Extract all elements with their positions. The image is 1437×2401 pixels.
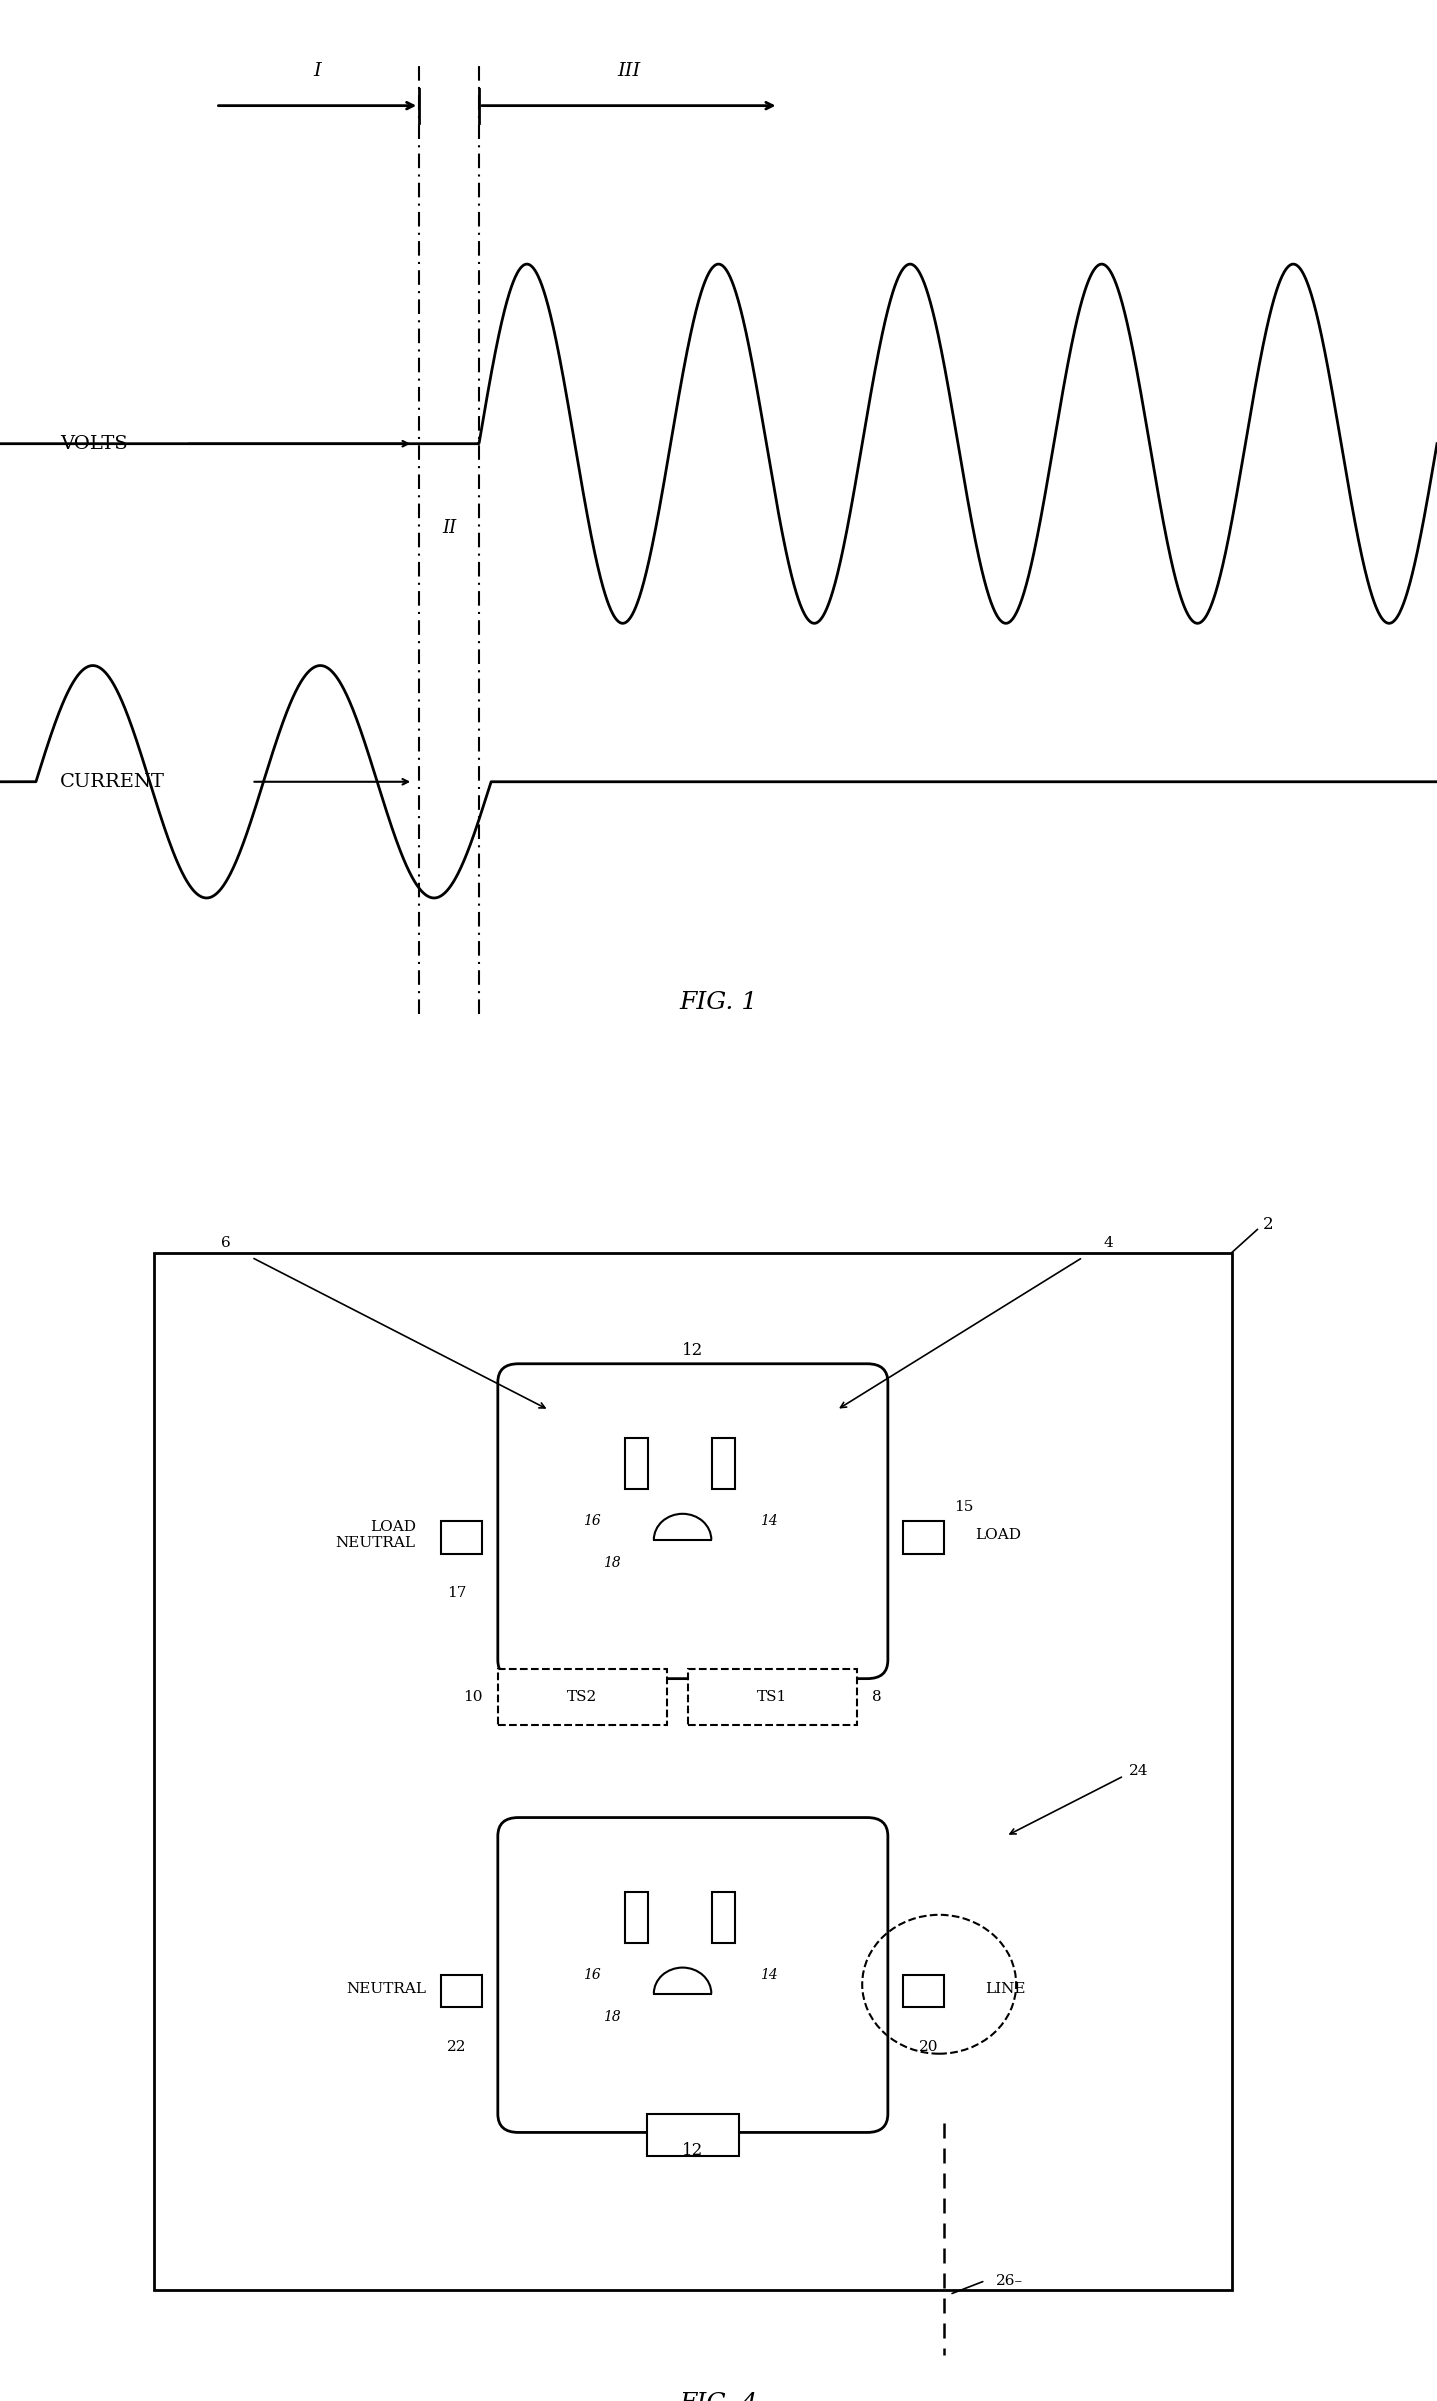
Text: 26–: 26– (996, 2274, 1023, 2288)
Text: III: III (616, 62, 641, 79)
Text: FIG. 1: FIG. 1 (680, 992, 757, 1013)
Text: 14: 14 (760, 1515, 777, 1527)
Text: 10: 10 (463, 1690, 483, 1705)
Bar (497, 1669, 667, 1724)
Text: CURRENT: CURRENT (60, 773, 165, 790)
Bar (904, 1522, 944, 1553)
Text: LOAD: LOAD (976, 1527, 1022, 1541)
Text: 18: 18 (604, 1556, 621, 1570)
Text: LINE: LINE (986, 1981, 1026, 1995)
Bar (625, 1438, 648, 1489)
Bar (713, 1892, 734, 1942)
Text: FIG. 4: FIG. 4 (680, 2391, 757, 2401)
Text: II: II (443, 519, 456, 538)
FancyBboxPatch shape (497, 1818, 888, 2132)
Text: TS1: TS1 (757, 1690, 787, 1705)
Text: TS2: TS2 (568, 1690, 598, 1705)
Text: 8: 8 (872, 1690, 882, 1705)
Text: 16: 16 (583, 1969, 601, 1981)
Text: 16: 16 (583, 1515, 601, 1527)
Bar (625, 1892, 648, 1942)
Text: I: I (313, 62, 322, 79)
Bar (647, 2113, 739, 2156)
Text: 20: 20 (920, 2041, 938, 2053)
Text: 17: 17 (447, 1587, 467, 1599)
Text: 6: 6 (221, 1237, 231, 1251)
Text: 15: 15 (954, 1501, 974, 1515)
Text: 12: 12 (683, 2142, 704, 2158)
Text: VOLTS: VOLTS (60, 435, 128, 454)
Bar (441, 1522, 483, 1553)
Text: 4: 4 (1104, 1237, 1114, 1251)
Bar (713, 1438, 734, 1489)
Text: 24: 24 (1129, 1765, 1148, 1779)
Text: LOAD
NEUTRAL: LOAD NEUTRAL (336, 1520, 415, 1551)
Bar (688, 1669, 856, 1724)
Text: 12: 12 (683, 1342, 704, 1359)
Text: 2: 2 (1263, 1217, 1273, 1234)
Text: NEUTRAL: NEUTRAL (346, 1981, 425, 1995)
Bar (441, 1976, 483, 2007)
Text: 18: 18 (604, 2010, 621, 2024)
Text: 14: 14 (760, 1969, 777, 1981)
Bar (904, 1976, 944, 2007)
Bar (154, 1253, 1232, 2291)
Text: 22: 22 (447, 2041, 467, 2053)
FancyBboxPatch shape (497, 1364, 888, 1678)
